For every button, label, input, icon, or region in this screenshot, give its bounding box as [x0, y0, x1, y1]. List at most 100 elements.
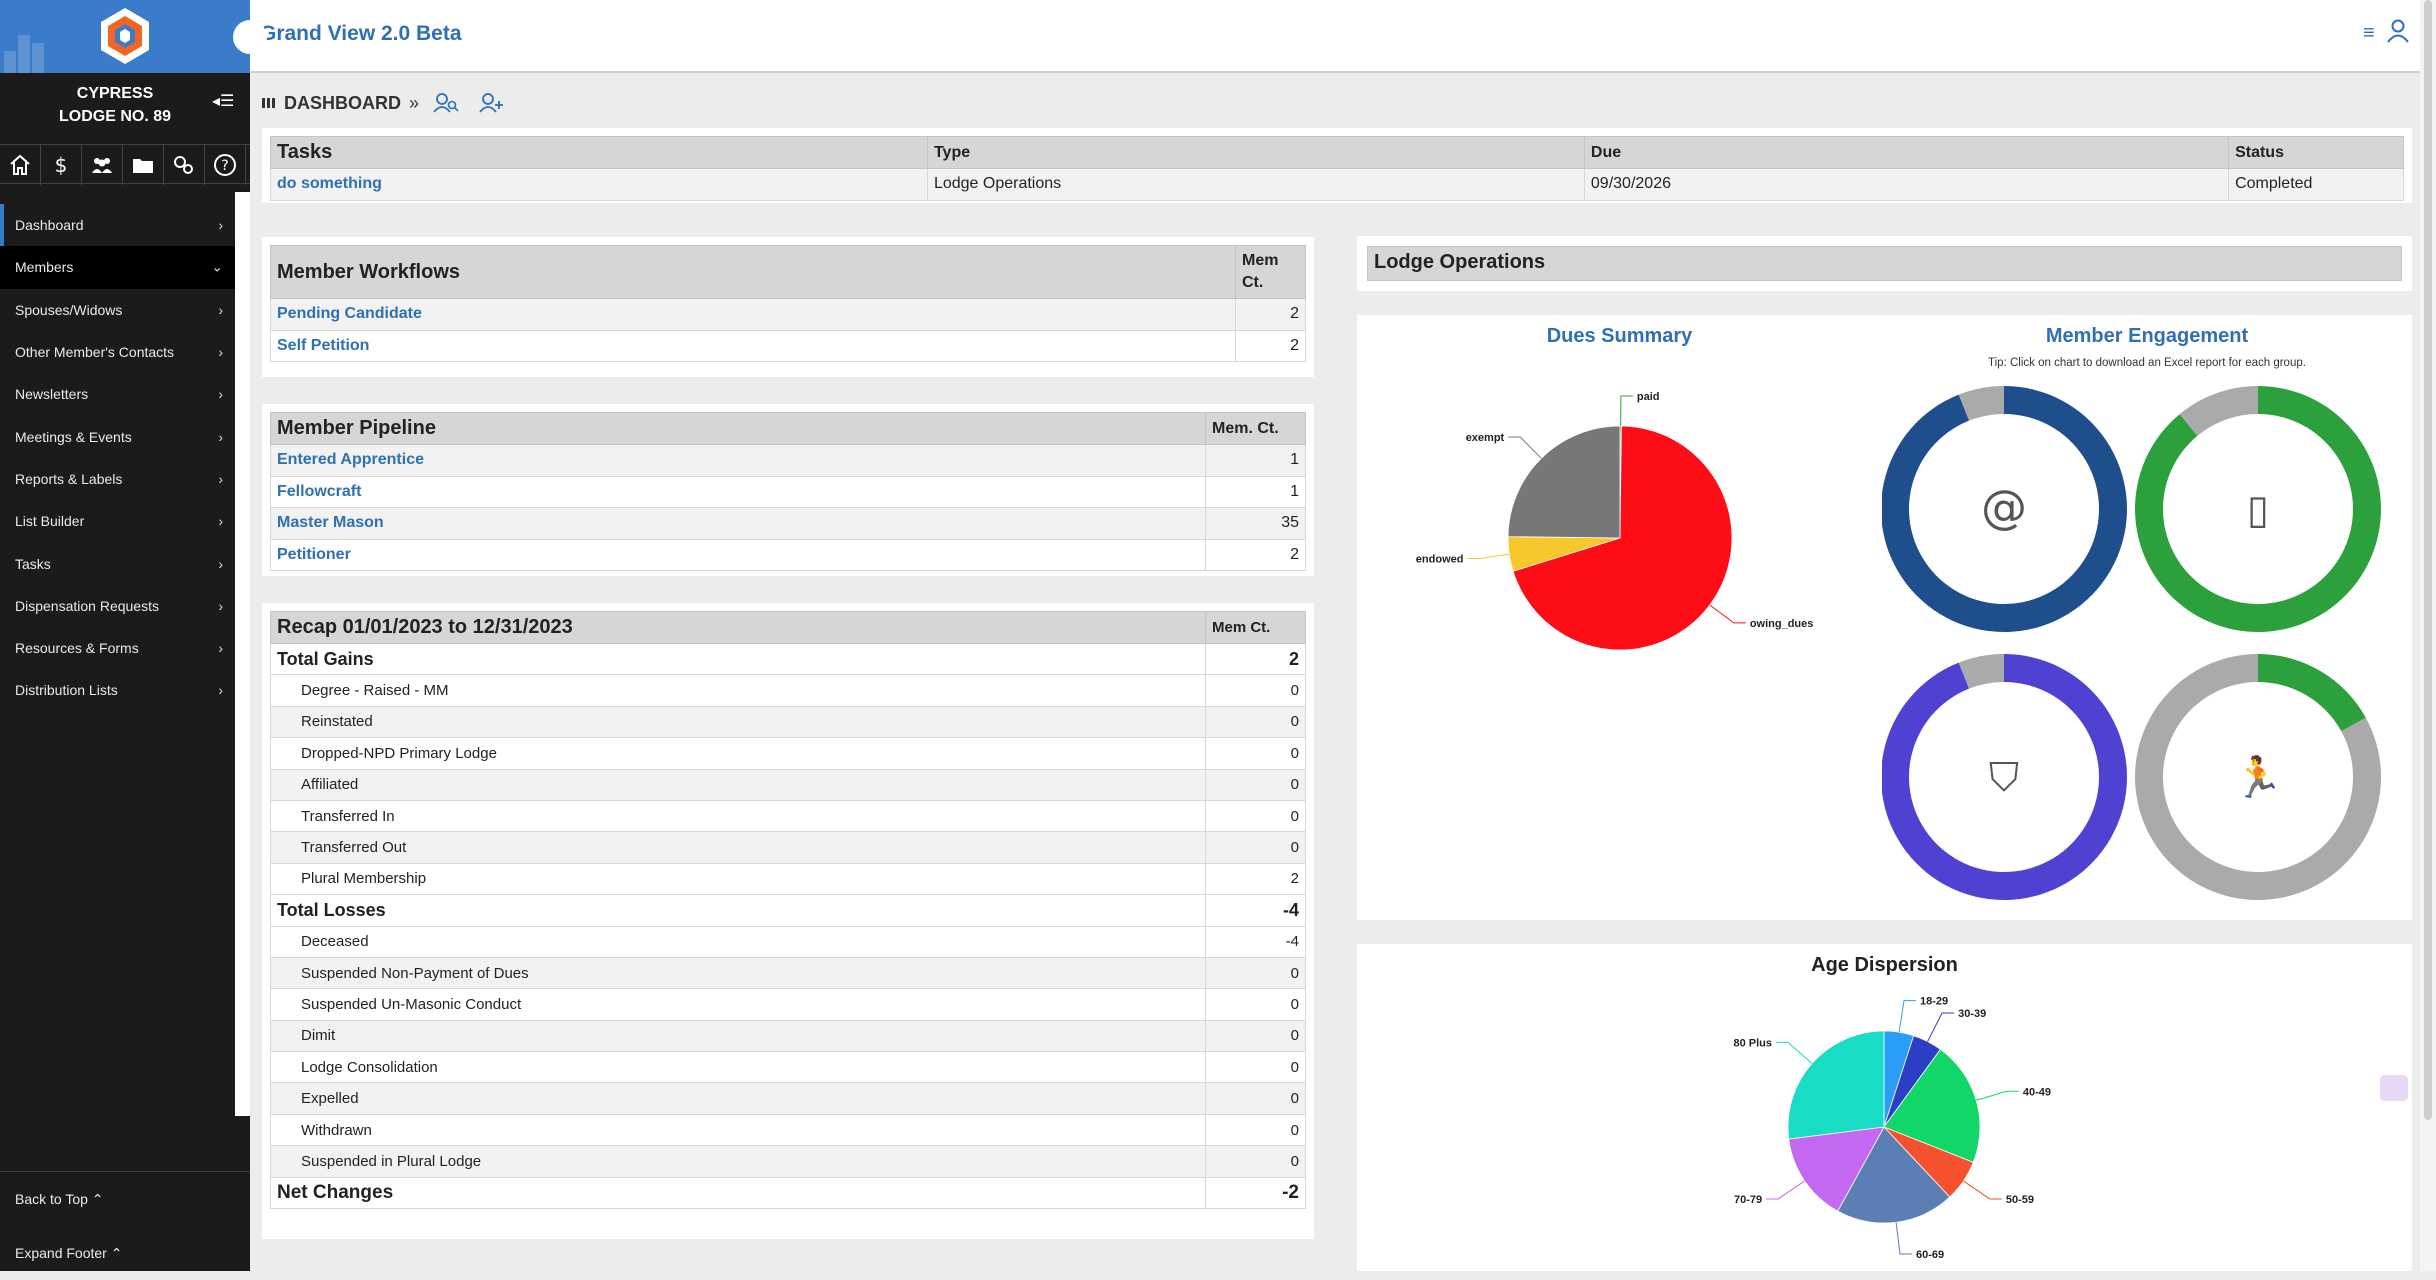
- sidebar-item-other-contacts[interactable]: Other Member's Contacts ›: [0, 331, 235, 373]
- age-label: 70-79: [1734, 1194, 1762, 1206]
- sidebar-item-dispensation-requests[interactable]: Dispensation Requests ›: [0, 585, 235, 627]
- user-icon[interactable]: [2385, 18, 2411, 44]
- recap-item-label: Transferred In: [270, 799, 1206, 833]
- menu-icon: ≡: [2363, 22, 2375, 44]
- age-dispersion-panel: Age Dispersion 18-29 30-39 40-49 50-59 60-69…: [1357, 944, 2412, 1271]
- sidebar-item-list-builder[interactable]: List Builder ›: [0, 500, 235, 542]
- chevron-right-icon: ›: [218, 555, 223, 572]
- sidebar-nav: Dashboard › Members ⌄ Spouses/Widows › Othe…: [0, 204, 235, 712]
- engagement-ring-segment[interactable]: [1958, 386, 2004, 421]
- sidebar-item-meetings-events[interactable]: Meetings & Events ›: [0, 415, 235, 457]
- age-leader-line: [1963, 1180, 2002, 1200]
- member-pipeline-panel: Member Pipeline Mem. Ct. Entered Apprent…: [262, 404, 1314, 576]
- age-slice-80-plus[interactable]: [1787, 1030, 1885, 1140]
- dues-slice-owing-dues[interactable]: [1512, 425, 1733, 651]
- engagement-ring-segment[interactable]: [2258, 654, 2366, 732]
- chevron-right-icon: ›: [218, 428, 223, 445]
- table-row: Withdrawn 0: [270, 1113, 1306, 1147]
- app-title: Grand View 2.0 Beta: [260, 22, 462, 45]
- mem-count-header-2: Ct.: [1242, 274, 1264, 291]
- lodge-logo[interactable]: [97, 6, 153, 66]
- help-button[interactable]: ?: [205, 145, 246, 185]
- members-button[interactable]: [82, 145, 123, 185]
- tasks-header: Tasks: [270, 136, 928, 169]
- sidebar-item-newsletters[interactable]: Newsletters ›: [0, 373, 235, 415]
- member-search-icon[interactable]: [433, 92, 459, 114]
- dues-summary-chart[interactable]: paid owing_dues endowed exempt: [1357, 315, 1882, 920]
- age-slice-70-79[interactable]: [1788, 1126, 1885, 1212]
- sidebar-item-resources-forms[interactable]: Resources & Forms ›: [0, 627, 235, 669]
- expand-footer-link[interactable]: Expand Footer ⌃: [0, 1226, 250, 1280]
- sidebar-item-distribution-lists[interactable]: Distribution Lists ›: [0, 669, 235, 711]
- settings-button[interactable]: [164, 145, 205, 185]
- menu-button[interactable]: ≡: [2363, 22, 2375, 45]
- member-pipeline-title: Member Pipeline: [270, 412, 1206, 445]
- table-row: Transferred Out 0: [270, 831, 1306, 864]
- sidebar-bottom: Back to Top ⌃ Expand Footer ⌃: [0, 1171, 250, 1280]
- add-member-icon[interactable]: [479, 92, 505, 114]
- recap-item-label: Expelled: [270, 1082, 1206, 1115]
- recap-item-label: Affiliated: [270, 768, 1206, 801]
- breadcrumb: DASHBOARD »: [262, 90, 505, 116]
- sidebar-item-spouses-widows[interactable]: Spouses/Widows ›: [0, 289, 235, 331]
- pipeline-link-fellowcraft[interactable]: Fellowcraft: [277, 482, 362, 500]
- breadcrumb-dashboard[interactable]: DASHBOARD: [284, 92, 401, 113]
- page-scrollbar-thumb[interactable]: [2424, 0, 2432, 1120]
- age-leader-line: [1927, 1012, 1955, 1042]
- recap-item-label: Dimit: [270, 1019, 1206, 1053]
- dues-leader-line: [1467, 553, 1510, 559]
- svg-text:$: $: [55, 153, 68, 177]
- age-dispersion-chart[interactable]: 18-29 30-39 40-49 50-59 60-69 70-79 80 Plus: [1357, 944, 2412, 1271]
- dollar-icon: $: [55, 153, 68, 177]
- settings-icon: [174, 156, 193, 174]
- total-gains-label: Total Gains: [270, 642, 1206, 676]
- member-engagement-title: Member Engagement: [2045, 325, 2249, 347]
- documents-button[interactable]: [123, 145, 164, 185]
- member-engagement-chart[interactable]: @ ▯ ⛉ 🏃: [1882, 315, 2412, 920]
- sidebar-item-members[interactable]: Members ⌄: [0, 246, 235, 289]
- sidebar-item-tasks[interactable]: Tasks ›: [0, 542, 235, 584]
- back-to-top-label: Back to Top: [15, 1191, 88, 1207]
- task-link[interactable]: do something: [277, 175, 382, 193]
- recap-item-label: Dropped-NPD Primary Lodge: [270, 737, 1206, 770]
- quick-icon-row: $ ?: [0, 144, 250, 185]
- chevron-right-icon: ›: [218, 217, 223, 234]
- recap-panel: Recap 01/01/2023 to 12/31/2023 Mem Ct. T…: [262, 603, 1314, 1239]
- pipeline-link-entered-apprentice[interactable]: Entered Apprentice: [277, 451, 424, 469]
- workflow-link-pending-candidate[interactable]: Pending Candidate: [277, 305, 422, 323]
- engagement-ring-segment[interactable]: [1958, 654, 2004, 689]
- recap-item-label: Suspended in Plural Lodge: [270, 1145, 1206, 1178]
- total-losses-row: Total Losses -4: [270, 894, 1306, 927]
- sidebar-item-label: Spouses/Widows: [15, 301, 123, 318]
- sidebar-item-dashboard[interactable]: Dashboard ›: [0, 204, 235, 246]
- expand-footer-label: Expand Footer: [15, 1245, 107, 1261]
- collapse-sidebar-button[interactable]: ◂☰: [212, 91, 234, 111]
- top-header: Grand View 2.0 Beta ≡: [250, 0, 2436, 73]
- sidebar-item-label: Members: [15, 259, 74, 276]
- total-gains-value: 2: [1205, 642, 1306, 676]
- table-row: Expelled 0: [270, 1082, 1306, 1115]
- recap-item-label: Suspended Non-Payment of Dues: [270, 956, 1206, 990]
- age-slice-60-69[interactable]: [1837, 1126, 1951, 1224]
- sidebar-item-label: Tasks: [15, 555, 51, 572]
- total-losses-label: Total Losses: [270, 894, 1206, 927]
- table-row: Suspended Un-Masonic Conduct 0: [270, 988, 1306, 1021]
- pipeline-link-petitioner[interactable]: Petitioner: [277, 545, 351, 563]
- recap-item-label: Withdrawn: [270, 1113, 1206, 1147]
- recap-item-value: 0: [1205, 1113, 1306, 1147]
- email-icon: @: [1981, 480, 2027, 534]
- chevron-right-icon: ›: [218, 597, 223, 614]
- back-to-top-link[interactable]: Back to Top ⌃: [0, 1172, 250, 1226]
- workflow-link-self-petition[interactable]: Self Petition: [277, 336, 370, 354]
- engagement-ring-segment[interactable]: [2179, 386, 2258, 436]
- sidebar-item-label: List Builder: [15, 513, 85, 530]
- sidebar: CYPRESS LODGE NO. 89 ◂☰ $ ? Dashboard › M…: [0, 0, 250, 1271]
- sidebar-item-label: Resources & Forms: [15, 640, 139, 657]
- dues-slice-exempt[interactable]: [1507, 425, 1621, 539]
- home-button[interactable]: [0, 145, 41, 185]
- dues-leader-line: [1709, 604, 1746, 624]
- pipeline-link-master-mason[interactable]: Master Mason: [277, 514, 384, 532]
- sidebar-item-reports-labels[interactable]: Reports & Labels ›: [0, 458, 235, 500]
- billing-button[interactable]: $: [41, 145, 82, 185]
- chat-widget-button[interactable]: [2380, 1075, 2408, 1101]
